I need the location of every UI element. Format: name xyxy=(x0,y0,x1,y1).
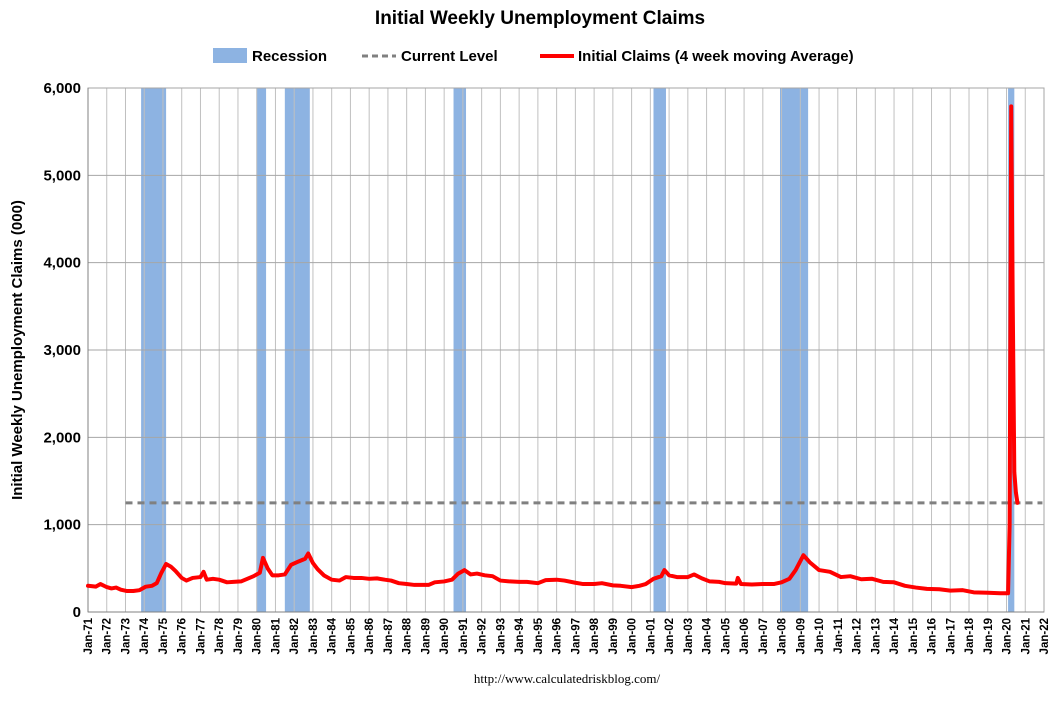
x-tick-label-43: Jan-14 xyxy=(889,617,901,654)
y-axis-label: Initial Weekly Unemployment Claims (000) xyxy=(9,200,26,500)
x-tick-label-50: Jan-21 xyxy=(1020,617,1032,654)
y-tick-label-1: 1,000 xyxy=(43,517,81,534)
x-tick-label-4: Jan-75 xyxy=(158,617,170,654)
x-tick-label-47: Jan-18 xyxy=(964,617,976,654)
legend-recession-swatch xyxy=(213,48,247,63)
x-tick-label-19: Jan-90 xyxy=(439,618,451,654)
x-tick-label-33: Jan-04 xyxy=(702,617,714,654)
x-tick-label-24: Jan-95 xyxy=(533,617,545,654)
x-tick-label-9: Jan-80 xyxy=(252,618,264,654)
x-tick-label-32: Jan-03 xyxy=(683,618,695,654)
legend-recession-label: Recession xyxy=(252,48,327,65)
x-tick-label-22: Jan-93 xyxy=(495,618,507,654)
series-line-0 xyxy=(86,104,1020,596)
x-tick-label-30: Jan-01 xyxy=(645,617,657,654)
x-tick-label-6: Jan-77 xyxy=(195,618,207,654)
chart-title: Initial Weekly Unemployment Claims xyxy=(375,8,705,29)
x-tick-label-10: Jan-81 xyxy=(270,617,282,654)
y-tick-label-0: 0 xyxy=(73,604,81,621)
y-tick-label-4: 4,000 xyxy=(43,255,81,272)
x-tick-label-0: Jan-71 xyxy=(83,617,95,654)
x-tick-label-42: Jan-13 xyxy=(870,618,882,654)
x-tick-label-46: Jan-17 xyxy=(945,618,957,654)
x-tick-label-45: Jan-16 xyxy=(927,618,939,654)
x-tick-label-38: Jan-09 xyxy=(795,618,807,654)
x-tick-label-14: Jan-85 xyxy=(345,617,357,654)
legend-claims-label: Initial Claims (4 week moving Average) xyxy=(578,48,854,65)
x-tick-label-3: Jan-74 xyxy=(139,617,151,654)
x-tick-label-16: Jan-87 xyxy=(383,618,395,654)
x-tick-label-18: Jan-89 xyxy=(420,618,432,654)
x-tick-label-21: Jan-92 xyxy=(477,618,489,654)
x-tick-label-34: Jan-05 xyxy=(720,617,732,654)
y-tick-label-5: 5,000 xyxy=(43,167,81,184)
x-tick-label-41: Jan-12 xyxy=(852,618,864,654)
x-tick-label-2: Jan-73 xyxy=(120,618,132,654)
x-tick-label-51: Jan-22 xyxy=(1039,618,1051,654)
x-tick-label-25: Jan-96 xyxy=(552,618,564,654)
x-tick-label-26: Jan-97 xyxy=(570,618,582,654)
x-tick-label-8: Jan-79 xyxy=(233,618,245,654)
x-tick-label-27: Jan-98 xyxy=(589,617,601,654)
x-tick-label-1: Jan-72 xyxy=(102,618,114,654)
x-tick-label-49: Jan-20 xyxy=(1002,618,1014,654)
x-tick-label-20: Jan-91 xyxy=(458,617,470,654)
x-tick-label-13: Jan-84 xyxy=(327,617,339,654)
plot-area: 0 1,000 2,000 3,000 4,000 5,000 6,000 Jan-71 Jan… xyxy=(43,80,1051,654)
x-tick-label-15: Jan-86 xyxy=(364,618,376,654)
x-tick-label-31: Jan-02 xyxy=(664,618,676,654)
x-tick-label-5: Jan-76 xyxy=(177,618,189,654)
x-tick-label-39: Jan-10 xyxy=(814,618,826,654)
y-tick-label-6: 6,000 xyxy=(43,80,81,97)
legend: Recession Current Level Initial Claims (… xyxy=(213,48,854,65)
x-tick-label-12: Jan-83 xyxy=(308,618,320,654)
x-tick-label-17: Jan-88 xyxy=(402,617,414,654)
x-tick-label-29: Jan-00 xyxy=(627,618,639,654)
x-tick-label-7: Jan-78 xyxy=(214,617,226,654)
x-tick-label-28: Jan-99 xyxy=(608,618,620,654)
x-tick-label-11: Jan-82 xyxy=(289,618,301,654)
x-tick-label-35: Jan-06 xyxy=(739,618,751,654)
y-tick-label-3: 3,000 xyxy=(43,342,81,359)
x-tick-label-23: Jan-94 xyxy=(514,617,526,654)
legend-current-level-label: Current Level xyxy=(401,48,498,65)
x-tick-label-40: Jan-11 xyxy=(833,617,845,653)
x-tick-label-44: Jan-15 xyxy=(908,617,920,654)
x-tick-label-36: Jan-07 xyxy=(758,618,770,654)
source-url: http://www.calculatedriskblog.com/ xyxy=(474,671,661,686)
y-tick-label-2: 2,000 xyxy=(43,429,81,446)
x-tick-label-37: Jan-08 xyxy=(777,617,789,654)
x-tick-label-48: Jan-19 xyxy=(983,618,995,654)
